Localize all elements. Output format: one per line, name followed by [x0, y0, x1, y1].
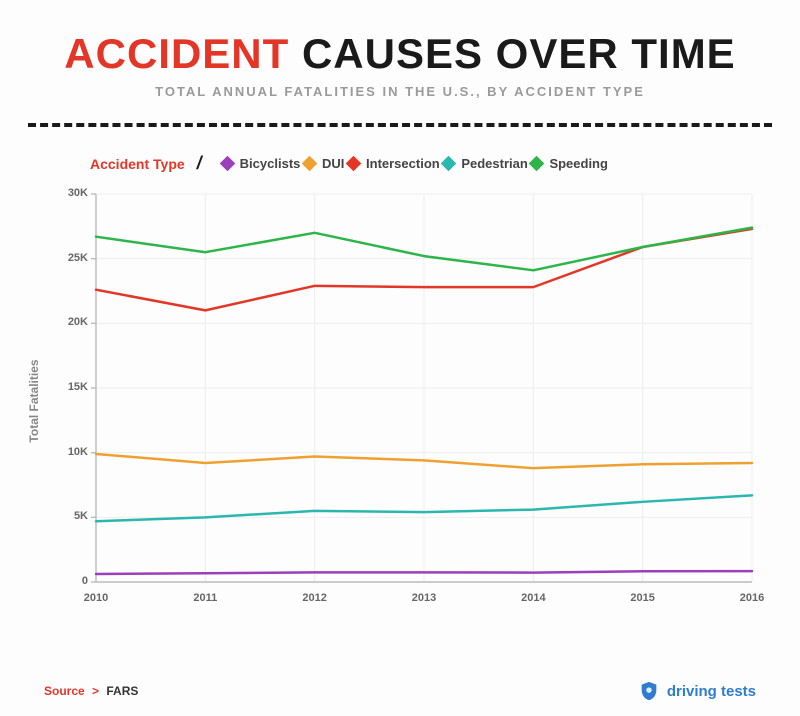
- legend-slash-icon: /: [197, 153, 202, 174]
- legend-item-label: DUI: [322, 156, 344, 171]
- page-subtitle: TOTAL ANNUAL FATALITIES IN THE U.S., BY …: [40, 84, 760, 99]
- legend-item-intersection: Intersection: [348, 156, 440, 171]
- y-tick-label: 5K: [52, 510, 88, 522]
- brand-logo: driving tests: [638, 680, 756, 702]
- title-accent: ACCIDENT: [64, 30, 289, 77]
- diamond-icon: [346, 155, 362, 171]
- header: ACCIDENT CAUSES OVER TIME TOTAL ANNUAL F…: [0, 0, 800, 109]
- y-tick-label: 15K: [52, 381, 88, 393]
- x-tick-label: 2011: [193, 592, 217, 604]
- x-tick-label: 2012: [302, 592, 326, 604]
- legend-item-speeding: Speeding: [531, 156, 608, 171]
- legend-title: Accident Type: [90, 156, 185, 172]
- source-name: FARS: [106, 684, 138, 698]
- chart-svg: [40, 186, 760, 616]
- legend-item-bicyclists: Bicyclists: [222, 156, 301, 171]
- x-tick-label: 2013: [412, 592, 436, 604]
- shield-icon: [638, 680, 660, 702]
- footer: Source > FARS driving tests: [0, 680, 800, 702]
- chevron-right-icon: >: [92, 684, 99, 698]
- y-tick-label: 30K: [52, 187, 88, 199]
- legend-item-label: Pedestrian: [461, 156, 527, 171]
- y-tick-label: 0: [52, 575, 88, 587]
- x-tick-label: 2010: [84, 592, 108, 604]
- source-label: Source: [44, 684, 85, 698]
- y-axis-label: Total Fatalities: [27, 359, 41, 442]
- legend-item-label: Bicyclists: [240, 156, 301, 171]
- x-tick-label: 2014: [521, 592, 545, 604]
- diamond-icon: [529, 155, 545, 171]
- series-line-bicyclists: [96, 571, 752, 574]
- x-tick-label: 2015: [630, 592, 654, 604]
- page: ACCIDENT CAUSES OVER TIME TOTAL ANNUAL F…: [0, 0, 800, 716]
- legend-item-label: Intersection: [366, 156, 440, 171]
- divider-dashed: [28, 123, 772, 127]
- y-tick-label: 10K: [52, 446, 88, 458]
- legend-item-label: Speeding: [549, 156, 608, 171]
- source-citation: Source > FARS: [44, 684, 138, 698]
- legend-item-dui: DUI: [304, 156, 344, 171]
- title-rest: CAUSES OVER TIME: [289, 30, 735, 77]
- diamond-icon: [441, 155, 457, 171]
- line-chart: Total Fatalities 05K10K15K20K25K30K20102…: [40, 186, 760, 616]
- page-title: ACCIDENT CAUSES OVER TIME: [40, 30, 760, 78]
- y-tick-label: 20K: [52, 316, 88, 328]
- brand-name: driving tests: [667, 683, 756, 700]
- chart-legend: Accident Type / Bicyclists DUI Intersect…: [0, 139, 800, 186]
- x-tick-label: 2016: [740, 592, 764, 604]
- legend-item-pedestrian: Pedestrian: [443, 156, 527, 171]
- diamond-icon: [302, 155, 318, 171]
- y-tick-label: 25K: [52, 252, 88, 264]
- diamond-icon: [219, 155, 235, 171]
